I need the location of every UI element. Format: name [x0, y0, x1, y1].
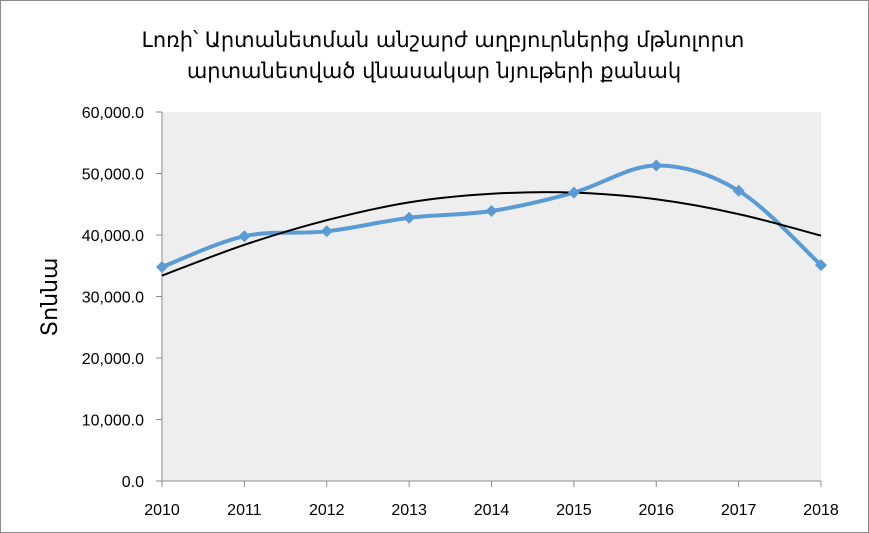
data-point — [567, 186, 580, 199]
x-axis-ticks: 2010 2011 2012 2013 2014 2015 2016 2017 2018 — [144, 481, 839, 519]
data-point — [238, 230, 251, 243]
series-group — [156, 159, 827, 277]
y-tick-label: 60,000.0 — [82, 105, 144, 122]
chart-title-line-1: Լոռի՝ Արտանետման անշարժ աղբյուրներից մթն… — [142, 28, 745, 52]
trendline — [161, 191, 822, 277]
x-tick-label: 2018 — [803, 502, 839, 519]
y-tick-label: 20,000.0 — [82, 351, 144, 368]
data-point — [320, 225, 333, 238]
chart-title-line-2: արտանետված վնասակար նյութերի քանակ — [187, 59, 681, 83]
y-axis-title: Տոննա — [38, 258, 63, 337]
x-tick-label: 2013 — [391, 502, 427, 519]
x-tick-label: 2016 — [638, 502, 674, 519]
data-point — [403, 211, 416, 224]
x-tick-label: 2015 — [556, 502, 592, 519]
y-tick-label: 0.0 — [122, 474, 144, 491]
data-point — [650, 159, 663, 172]
data-point — [485, 205, 498, 218]
x-tick-label: 2014 — [474, 502, 510, 519]
chart-title: Լոռի՝ Արտանետման անշարժ աղբյուրներից մթն… — [142, 28, 745, 83]
y-tick-label: 30,000.0 — [82, 290, 144, 307]
x-tick-label: 2010 — [144, 502, 180, 519]
data-point — [156, 260, 168, 273]
data-point — [732, 184, 745, 197]
x-tick-label: 2012 — [309, 502, 345, 519]
y-axis-ticks: 0.0 10,000.0 20,000.0 30,000.0 40,000.0 50,00… — [82, 105, 162, 491]
data-point — [815, 259, 827, 272]
y-tick-label: 50,000.0 — [82, 167, 144, 184]
plot-area — [162, 112, 821, 481]
x-tick-label: 2011 — [227, 502, 262, 519]
y-tick-label: 10,000.0 — [82, 413, 144, 430]
x-tick-label: 2017 — [721, 502, 757, 519]
y-tick-label: 40,000.0 — [82, 228, 144, 245]
